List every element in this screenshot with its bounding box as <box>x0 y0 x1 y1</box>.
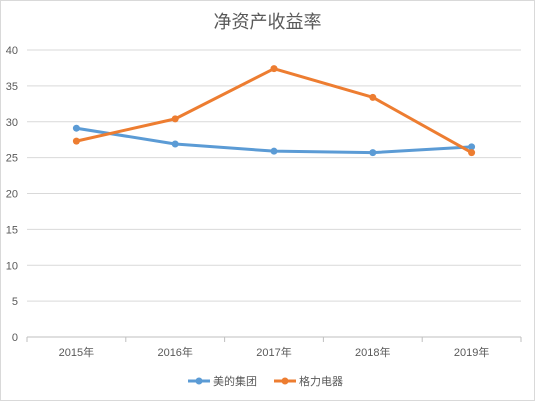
y-tick-label: 15 <box>6 224 18 236</box>
y-tick-label: 10 <box>6 260 18 272</box>
legend-label-1: 美的集团 <box>213 374 257 388</box>
data-point <box>369 93 377 101</box>
x-tick-label: 2018年 <box>355 345 390 359</box>
legend-marker-1 <box>195 377 203 385</box>
x-tick-label: 2019年 <box>454 345 489 359</box>
chart-title: 净资产收益率 <box>213 12 322 33</box>
legend-marker-2 <box>281 377 289 385</box>
data-point <box>72 137 80 145</box>
data-point <box>270 147 278 155</box>
data-point <box>270 65 278 73</box>
y-tick-label: 40 <box>6 45 18 57</box>
y-tick-label: 20 <box>6 189 18 201</box>
x-tick-label: 2016年 <box>157 345 192 359</box>
x-tick-label: 2015年 <box>59 345 94 359</box>
x-tick-label: 2017年 <box>256 345 291 359</box>
data-point <box>468 143 476 151</box>
y-tick-label: 35 <box>6 81 18 93</box>
data-point <box>468 149 476 157</box>
data-point <box>171 140 179 148</box>
legend-label-2: 格力电器 <box>299 374 343 388</box>
data-point <box>369 149 377 157</box>
data-point <box>72 124 80 132</box>
data-point <box>171 115 179 123</box>
y-tick-label: 5 <box>12 296 18 308</box>
y-tick-label: 0 <box>12 332 18 344</box>
series-line-2 <box>74 67 474 155</box>
y-tick-label: 30 <box>6 117 18 129</box>
y-tick-label: 25 <box>6 153 18 165</box>
